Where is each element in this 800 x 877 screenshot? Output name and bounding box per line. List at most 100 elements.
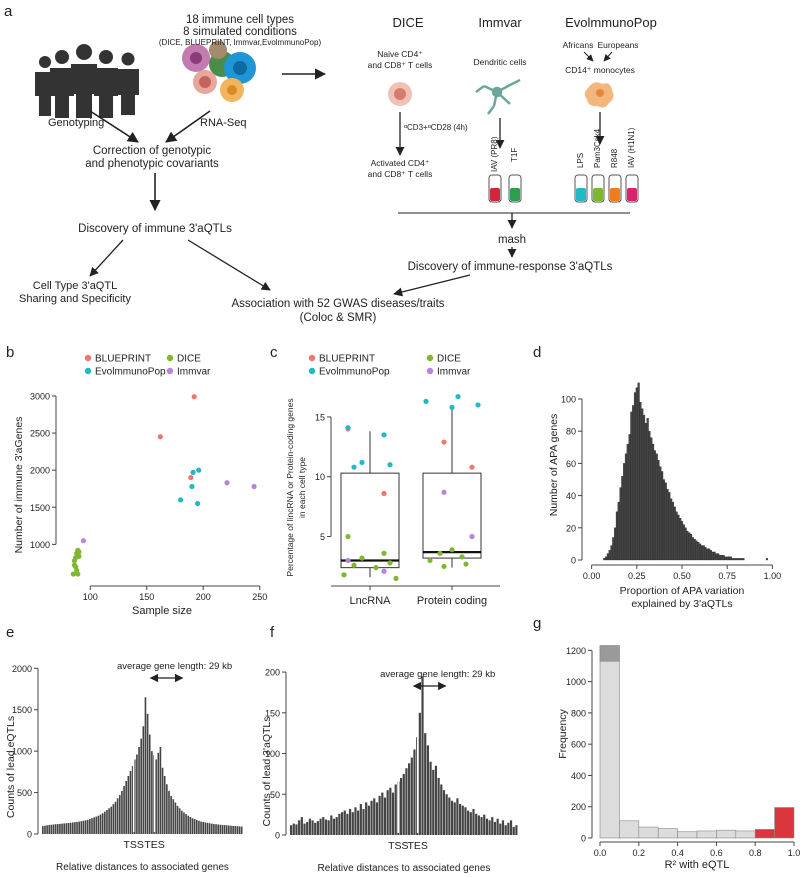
distance-bar: [475, 813, 478, 835]
naive-line2: and CD8⁺ T cells: [368, 60, 433, 70]
x-tick-label: 1.00: [764, 571, 782, 581]
data-point: [76, 553, 82, 559]
tss-label: TSS: [388, 840, 408, 852]
distance-bar: [515, 825, 518, 835]
y-axis-title: Percentage of lincRNA or Protein-coding …: [285, 398, 295, 576]
distance-bar: [437, 777, 440, 835]
distance-bar: [512, 826, 515, 835]
arrow-to-gwas: [187, 239, 271, 291]
distance-bar: [319, 818, 322, 835]
y-tick-label: 0: [571, 556, 576, 566]
data-point: [188, 474, 194, 481]
histogram-bar: [693, 538, 696, 561]
y-axis-title: Counts of lead eQTLs: [5, 716, 17, 818]
distance-bar: [357, 810, 360, 835]
data-point: [423, 398, 429, 404]
distance-bar: [215, 824, 217, 834]
legend-label: Immvar: [177, 367, 211, 378]
histogram-bar: [679, 517, 682, 561]
sources-text: (DICE, BLUEPRINT, Immvar,EvolmmunoPop): [159, 38, 322, 47]
legend-marker: [166, 367, 174, 375]
histogram-bar: [671, 501, 675, 561]
box: [422, 472, 482, 559]
legend-marker: [426, 367, 434, 375]
distance-bar: [225, 825, 228, 834]
distance-bar: [118, 795, 121, 834]
distance-bar: [174, 802, 177, 834]
distance-bar: [480, 817, 483, 835]
distance-bar: [234, 826, 237, 834]
distance-bar: [191, 818, 194, 834]
distance-bar: [346, 813, 349, 835]
distance-bar: [116, 798, 119, 834]
distance-bar: [198, 820, 200, 834]
distance-bar: [440, 784, 443, 835]
y-tick-label: 2000: [12, 664, 32, 674]
distance-bar: [429, 761, 432, 835]
legend-label: DICE: [177, 354, 201, 365]
activated-line1: Activated CD4⁺: [371, 158, 430, 168]
distance-bar: [456, 798, 459, 835]
distance-bar: [217, 824, 219, 834]
distance-bar: [80, 821, 83, 834]
tes-label: TES: [407, 840, 427, 852]
distance-bar: [472, 808, 475, 835]
histogram-bar: [695, 540, 698, 561]
distance-bar: [101, 813, 104, 834]
legend-label: EvolmmunoPop: [319, 367, 390, 378]
x-tick-label: 250: [252, 592, 267, 602]
x-tick-label: Protein coding: [417, 595, 487, 607]
y-tick-label: 800: [571, 708, 586, 718]
dendritic-label: Dendritic cells: [474, 57, 527, 67]
distance-bar: [450, 800, 454, 835]
histogram-bar: [735, 558, 738, 561]
distance-bar: [159, 747, 162, 834]
distance-bar: [93, 817, 95, 834]
distance-bar: [144, 697, 147, 834]
iav-h1n1-label: IAV (H1N1): [627, 127, 636, 168]
data-point: [345, 557, 351, 564]
distance-bar: [389, 787, 392, 835]
y-tick-label: 5: [320, 532, 325, 542]
distance-bar: [110, 806, 113, 834]
distance-bar: [367, 805, 370, 835]
data-point: [387, 560, 393, 566]
histogram-bar: [628, 434, 631, 561]
panel-label-e: e: [6, 624, 14, 641]
distance-bar: [170, 795, 172, 834]
y-axis-title: Counts of lead 3'aQTLs: [261, 717, 273, 827]
distance-bar: [405, 768, 408, 835]
histogram-bar: [605, 556, 608, 561]
histogram-bar: [664, 482, 667, 561]
histogram-bar: [630, 411, 633, 561]
histogram-bar: [626, 443, 629, 561]
gwas-line1: Association with 52 GWAS diseases/traits: [231, 298, 444, 310]
y-tick-label: 1000: [12, 747, 32, 757]
data-point: [387, 462, 393, 468]
distance-bar: [359, 804, 362, 835]
data-point: [455, 393, 461, 400]
histogram-bar: [659, 466, 662, 561]
distance-bar: [42, 826, 44, 834]
distance-bar: [373, 798, 376, 835]
panel-label-b: b: [6, 344, 14, 361]
distance-bar: [59, 823, 61, 834]
distance-bar: [84, 820, 87, 834]
distance-bar: [146, 713, 149, 834]
histogram-bar: [706, 548, 709, 561]
data-point: [189, 483, 195, 490]
y-tick-label: 40: [566, 491, 576, 501]
gene-length-annotation: average gene length: 29 kb: [380, 669, 495, 680]
data-point: [351, 464, 357, 470]
distance-bar: [408, 763, 411, 835]
distance-bar: [168, 790, 170, 834]
data-point: [251, 483, 257, 490]
histogram-bar: [740, 558, 743, 561]
data-point: [72, 564, 79, 570]
x-tick-label: 1.0: [788, 848, 800, 858]
histogram-bar: [615, 511, 618, 561]
distance-bar: [54, 824, 57, 834]
frequency-bar: [774, 807, 795, 839]
distance-bar: [477, 815, 480, 835]
